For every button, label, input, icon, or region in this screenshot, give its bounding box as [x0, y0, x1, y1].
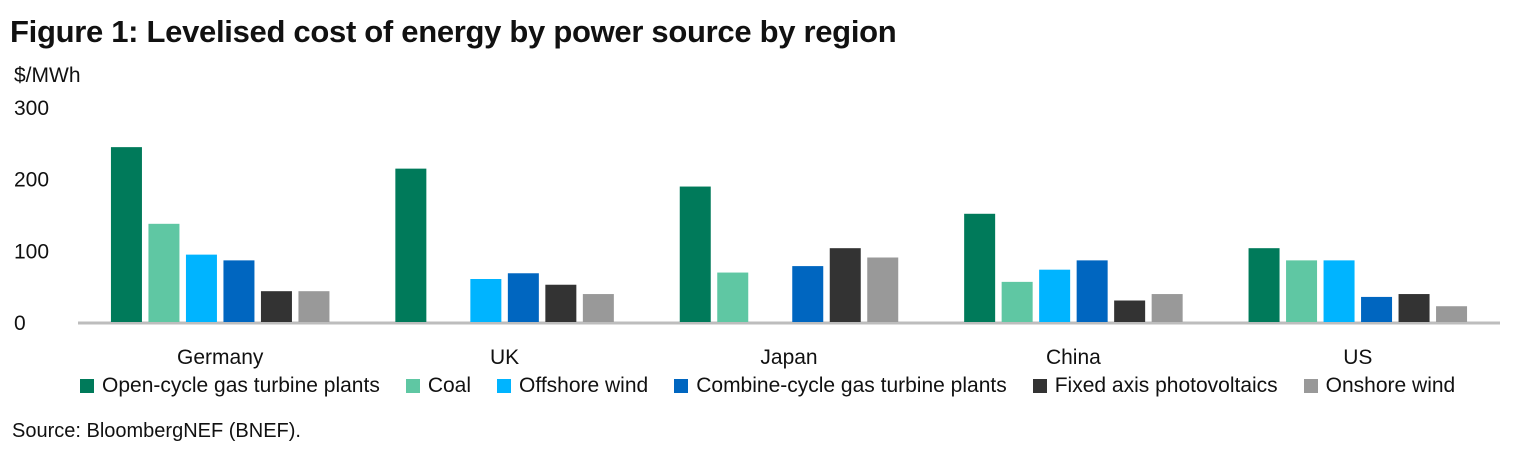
bar-uk-combine-cycle-gas-turbine-plants — [507, 273, 539, 322]
legend-swatch — [674, 379, 689, 393]
bar-japan-open-cycle-gas-turbine-plants — [679, 186, 711, 322]
bar-germany-coal — [148, 223, 180, 322]
bar-japan-coal — [717, 272, 749, 322]
legend-label: Onshore wind — [1325, 374, 1456, 397]
legend-item: Fixed axis photovoltaics — [1032, 374, 1278, 398]
bar-us-coal — [1286, 260, 1318, 322]
bar-china-open-cycle-gas-turbine-plants — [964, 213, 996, 322]
bar-us-offshore-wind — [1323, 260, 1355, 322]
bar-germany-open-cycle-gas-turbine-plants — [110, 147, 142, 322]
bar-japan-combine-cycle-gas-turbine-plants — [792, 266, 824, 322]
legend-label: Offshore wind — [519, 374, 649, 397]
bar-china-fixed-axis-photovoltaics — [1114, 300, 1146, 322]
legend-label: Open-cycle gas turbine plants — [102, 374, 380, 397]
legend-item: Offshore wind — [497, 374, 648, 398]
x-tick-label: UK — [490, 346, 519, 369]
legend-swatch — [80, 379, 94, 393]
bar-germany-fixed-axis-photovoltaics — [260, 291, 292, 322]
y-tick-label: 200 — [14, 169, 49, 192]
bar-chart: 0 100 200 300 Germany UK Japan China US — [14, 97, 1500, 369]
x-tick-label: Japan — [760, 346, 817, 369]
legend-swatch — [405, 379, 420, 393]
bar-germany-offshore-wind — [185, 254, 217, 322]
bar-china-coal — [1001, 281, 1033, 322]
chart-title: Figure 1: Levelised cost of energy by po… — [10, 14, 897, 49]
source-note: Source: BloombergNEF (BNEF). — [12, 420, 301, 442]
bar-germany-onshore-wind — [298, 291, 330, 322]
legend-swatch — [1303, 379, 1318, 393]
bar-uk-open-cycle-gas-turbine-plants — [395, 168, 427, 322]
bar-japan-onshore-wind — [867, 257, 899, 322]
bar-us-open-cycle-gas-turbine-plants — [1248, 248, 1280, 322]
bar-us-fixed-axis-photovoltaics — [1398, 294, 1430, 322]
legend-item: Onshore wind — [1303, 374, 1456, 398]
bar-china-offshore-wind — [1039, 269, 1071, 322]
bar-uk-fixed-axis-photovoltaics — [545, 284, 577, 322]
bar-uk-offshore-wind — [470, 279, 502, 322]
bar-china-onshore-wind — [1151, 294, 1183, 322]
bar-germany-combine-cycle-gas-turbine-plants — [223, 260, 255, 322]
y-tick-label: 300 — [14, 97, 49, 120]
bar-japan-fixed-axis-photovoltaics — [829, 248, 861, 322]
legend-swatch — [497, 379, 512, 393]
bar-uk-onshore-wind — [582, 294, 614, 322]
chart-legend: Open-cycle gas turbine plants Coal Offshor… — [80, 374, 1481, 398]
y-tick-label: 0 — [14, 312, 26, 335]
y-axis-unit-label: $/MWh — [14, 64, 81, 87]
legend-label: Combine-cycle gas turbine plants — [696, 374, 1007, 397]
legend-item: Open-cycle gas turbine plants — [80, 374, 380, 398]
bar-us-combine-cycle-gas-turbine-plants — [1361, 296, 1393, 322]
legend-item: Combine-cycle gas turbine plants — [674, 374, 1007, 398]
x-tick-label: Germany — [177, 346, 264, 369]
bar-china-combine-cycle-gas-turbine-plants — [1076, 260, 1108, 322]
legend-item: Coal — [405, 374, 472, 398]
legend-label: Coal — [427, 374, 472, 397]
legend-label: Fixed axis photovoltaics — [1054, 374, 1278, 397]
y-tick-label: 100 — [14, 240, 49, 263]
legend-swatch — [1032, 379, 1047, 393]
x-tick-label: US — [1343, 346, 1372, 369]
bar-us-onshore-wind — [1436, 306, 1468, 322]
x-tick-label: China — [1046, 346, 1101, 369]
